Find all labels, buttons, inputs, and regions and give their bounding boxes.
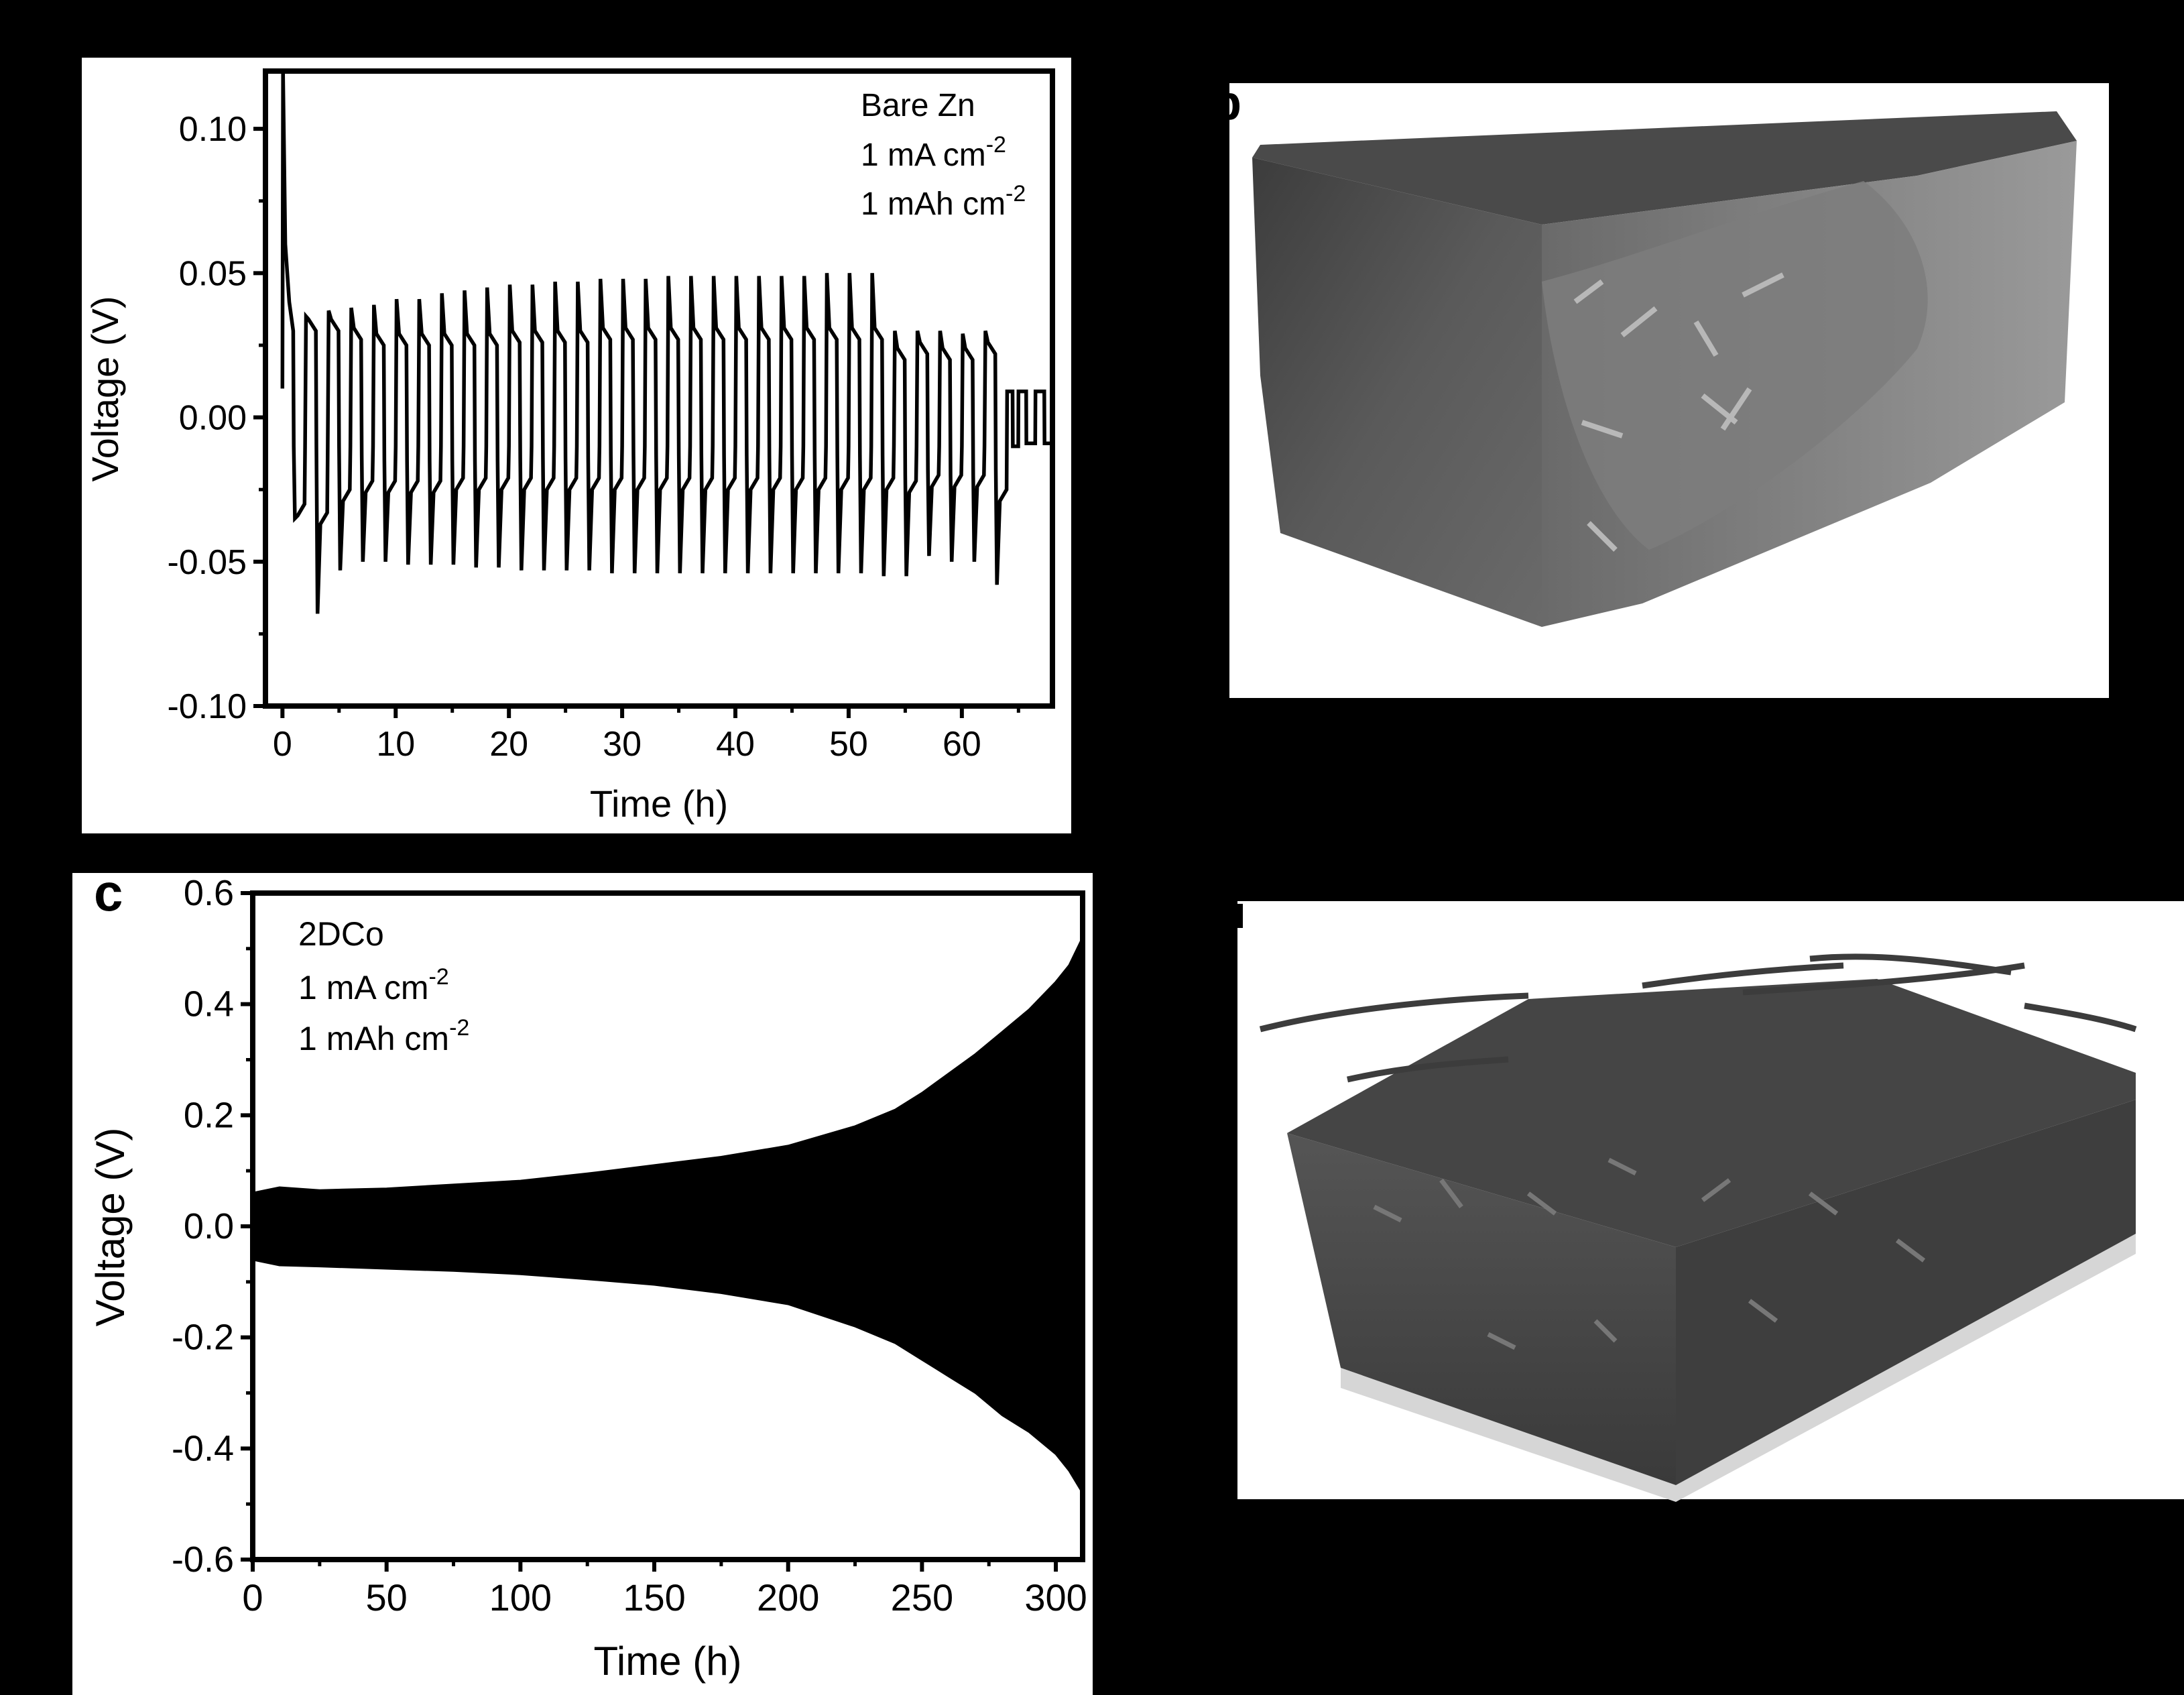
panel-d-front-face <box>1287 1133 1676 1485</box>
panel-a-annotation: Bare Zn 1 mA cm-2 1 mAh cm-2 <box>861 88 1026 222</box>
panel-c-annotation-line-1: 2DCo <box>298 915 384 953</box>
panel-c-annotation-2-main: 1 mA cm <box>298 969 428 1006</box>
panel-c-annotation-3-sup: -2 <box>449 1015 469 1041</box>
panel-c-ytick-label: 0.6 <box>184 873 234 913</box>
panel-d-letter-fragment <box>1237 904 1243 928</box>
panel-b-fracture-region <box>1542 181 1928 550</box>
panel-a-annotation-line-1: Bare Zn <box>861 88 975 123</box>
panel-c-annotation-line-2: 1 mA cm-2 <box>298 964 449 1006</box>
panel-d <box>1237 901 2184 1502</box>
panel-c-xtick-label: 200 <box>757 1576 819 1619</box>
panel-a-ytick-label: -0.05 <box>167 543 247 582</box>
panel-a-xtick-label: 50 <box>829 725 868 764</box>
panel-d-side-face <box>1676 1100 2136 1485</box>
panel-b: b <box>1212 76 2109 698</box>
panel-c-xtick-label: 100 <box>489 1576 552 1619</box>
panel-a-ylabel: Voltage (V) <box>84 296 126 481</box>
panel-a-xlabel: Time (h) <box>590 782 728 825</box>
panel-c-xlabel: Time (h) <box>593 1639 741 1684</box>
panel-c-ytick-label: 0.4 <box>184 984 234 1025</box>
panel-a-annotation-3-sup: -2 <box>1006 181 1026 207</box>
panel-a: 0.10 0.05 0.00 -0.05 -0.10 0 10 20 30 40 50 60 Tim… <box>82 58 1071 833</box>
panel-c-annotation-2-sup: -2 <box>428 964 448 990</box>
panel-b-3d-render <box>1252 111 2077 627</box>
panel-c-voltage-envelope <box>251 937 1084 1497</box>
panel-a-xtick-label: 0 <box>273 725 292 764</box>
panel-a-xtick-label: 60 <box>943 725 981 764</box>
panel-c: c 0.6 0.4 0.2 0.0 -0.2 -0.4 -0.6 0 50 100 150 200 2… <box>72 863 1093 1695</box>
panel-c-ytick-label: 0.2 <box>184 1095 234 1135</box>
panel-b-front-face <box>1252 158 1542 627</box>
panel-d-3d-render <box>1259 953 2137 1502</box>
panel-c-letter: c <box>94 863 123 922</box>
panel-d-top-face <box>1287 979 2136 1247</box>
panel-a-xtick-label: 30 <box>603 725 642 764</box>
panel-a-y-ticks: 0.10 0.05 0.00 -0.05 -0.10 <box>167 110 265 726</box>
panel-c-ytick-label: -0.4 <box>172 1428 234 1468</box>
panel-c-annotation: 2DCo 1 mA cm-2 1 mAh cm-2 <box>298 915 469 1057</box>
panel-a-annotation-line-3: 1 mAh cm-2 <box>861 181 1026 222</box>
panel-c-ytick-label: -0.2 <box>172 1318 234 1358</box>
panel-d-texture <box>1373 1157 1926 1350</box>
panel-b-texture <box>1573 272 1784 552</box>
panel-a-ytick-label: 0.00 <box>179 399 247 438</box>
panel-a-xtick-label: 20 <box>489 725 528 764</box>
panel-a-xtick-label: 40 <box>716 725 755 764</box>
panel-c-annotation-3-main: 1 mAh cm <box>298 1020 449 1057</box>
panel-d-fibers <box>1259 953 2137 1083</box>
panel-c-x-ticks: 0 50 100 150 200 250 300 <box>242 1560 1087 1619</box>
panel-a-annotation-3-main: 1 mAh cm <box>861 186 1006 222</box>
panel-c-xtick-label: 250 <box>891 1576 953 1619</box>
panel-b-letter-fragment: b <box>1212 76 1241 130</box>
panel-a-x-ticks: 0 10 20 30 40 50 60 <box>273 706 1020 764</box>
panel-a-ytick-label: 0.05 <box>179 254 247 293</box>
panel-a-ytick-label: 0.10 <box>179 110 247 149</box>
panel-c-xtick-label: 300 <box>1024 1576 1087 1619</box>
panel-c-ylabel: Voltage (V) <box>88 1128 133 1327</box>
panel-c-ytick-label: -0.6 <box>172 1539 234 1580</box>
panel-a-plot-frame <box>263 68 1055 709</box>
panel-c-xtick-label: 150 <box>623 1576 685 1619</box>
panel-a-annotation-2-main: 1 mA cm <box>861 137 986 173</box>
panel-b-top-face <box>1252 111 2077 225</box>
panel-c-xtick-label: 50 <box>366 1576 408 1619</box>
panel-c-annotation-line-3: 1 mAh cm-2 <box>298 1015 469 1057</box>
panel-a-ytick-label: -0.10 <box>167 687 247 726</box>
panel-a-xtick-label: 10 <box>376 725 415 764</box>
panel-c-ytick-label: 0.0 <box>184 1206 234 1246</box>
panel-a-voltage-line <box>280 70 1054 614</box>
panel-a-annotation-line-2: 1 mA cm-2 <box>861 132 1006 173</box>
panel-a-annotation-2-sup: -2 <box>986 132 1006 158</box>
panel-c-xtick-label: 0 <box>242 1576 263 1619</box>
